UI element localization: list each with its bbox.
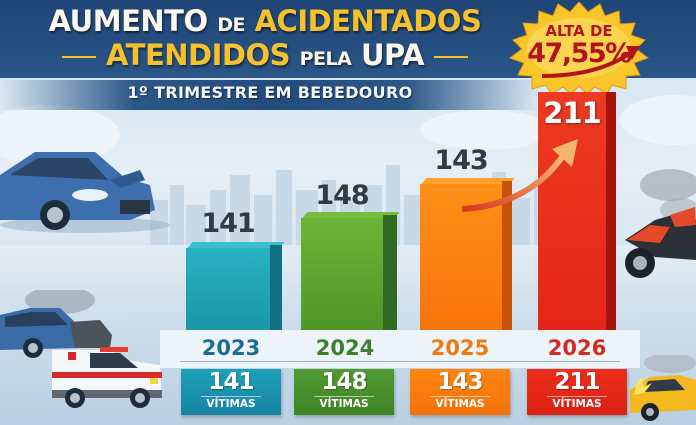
stat-box-2024: 148 VÍTIMAS	[294, 369, 394, 415]
year-label-2024: 2024	[315, 336, 375, 360]
stat-box-2023: 141 VÍTIMAS	[181, 369, 281, 415]
badge-label: ALTA DE	[545, 22, 613, 40]
growth-arrow-icon	[461, 139, 578, 212]
bar-front-face	[301, 218, 383, 330]
bar-value-label: 148	[315, 180, 369, 211]
year-label-2025: 2025	[430, 336, 490, 360]
title-line-2: ATENDIDOS PELA UPA	[0, 38, 530, 72]
bar-side-face	[270, 245, 282, 330]
title-word: AUMENTO	[48, 4, 208, 38]
subtitle: 1º TRIMESTRE EM BEBEDOURO	[127, 83, 413, 102]
stat-value: 148	[321, 369, 367, 395]
title-word: ACIDENTADOS	[254, 4, 482, 38]
ambulance-illustration	[0, 290, 162, 408]
stat-box-2025: 143 VÍTIMAS	[410, 369, 510, 415]
bar-front-face	[186, 248, 270, 330]
title-word: UPA	[360, 38, 425, 72]
cloud	[620, 95, 696, 145]
bar-side-face	[383, 215, 397, 330]
year-label-2026: 2026	[547, 336, 607, 360]
crashed-motorcycle-illustration	[625, 169, 696, 278]
title-word: ATENDIDOS	[105, 38, 291, 72]
title-line-1: AUMENTO DE ACIDENTADOS	[0, 4, 530, 38]
title-word: DE	[217, 14, 245, 36]
crashed-car-illustration	[0, 152, 170, 233]
subtitle-band	[0, 80, 540, 110]
stat-value: 211	[554, 369, 600, 395]
cloud	[420, 110, 550, 150]
year-label-2023: 2023	[201, 336, 261, 360]
bar-value-label: 211	[543, 96, 602, 130]
crashed-taxi-illustration	[630, 355, 696, 421]
badge-value: 47,55%	[527, 38, 632, 69]
bar-2024	[301, 212, 400, 330]
decorative-dash	[434, 56, 469, 58]
bar-2023	[186, 242, 285, 330]
bar-2026	[538, 92, 616, 330]
bar-value-label: 143	[434, 145, 488, 176]
stat-value: 143	[437, 369, 483, 395]
decorative-dash	[61, 56, 96, 58]
stat-box-2026: 211 VÍTIMAS	[527, 369, 627, 415]
bar-front-face	[538, 92, 606, 330]
stat-label: VÍTIMAS	[430, 396, 490, 411]
divider	[180, 361, 620, 362]
stat-label: VÍTIMAS	[547, 396, 607, 411]
stat-label: VÍTIMAS	[201, 396, 261, 411]
bar-side-face	[502, 181, 512, 330]
bar-side-face	[606, 92, 616, 330]
stat-label: VÍTIMAS	[314, 396, 374, 411]
stat-value: 141	[208, 369, 254, 395]
bar-value-label: 141	[201, 208, 255, 239]
title-word: PELA	[299, 48, 352, 70]
starburst-badge	[508, 2, 650, 94]
